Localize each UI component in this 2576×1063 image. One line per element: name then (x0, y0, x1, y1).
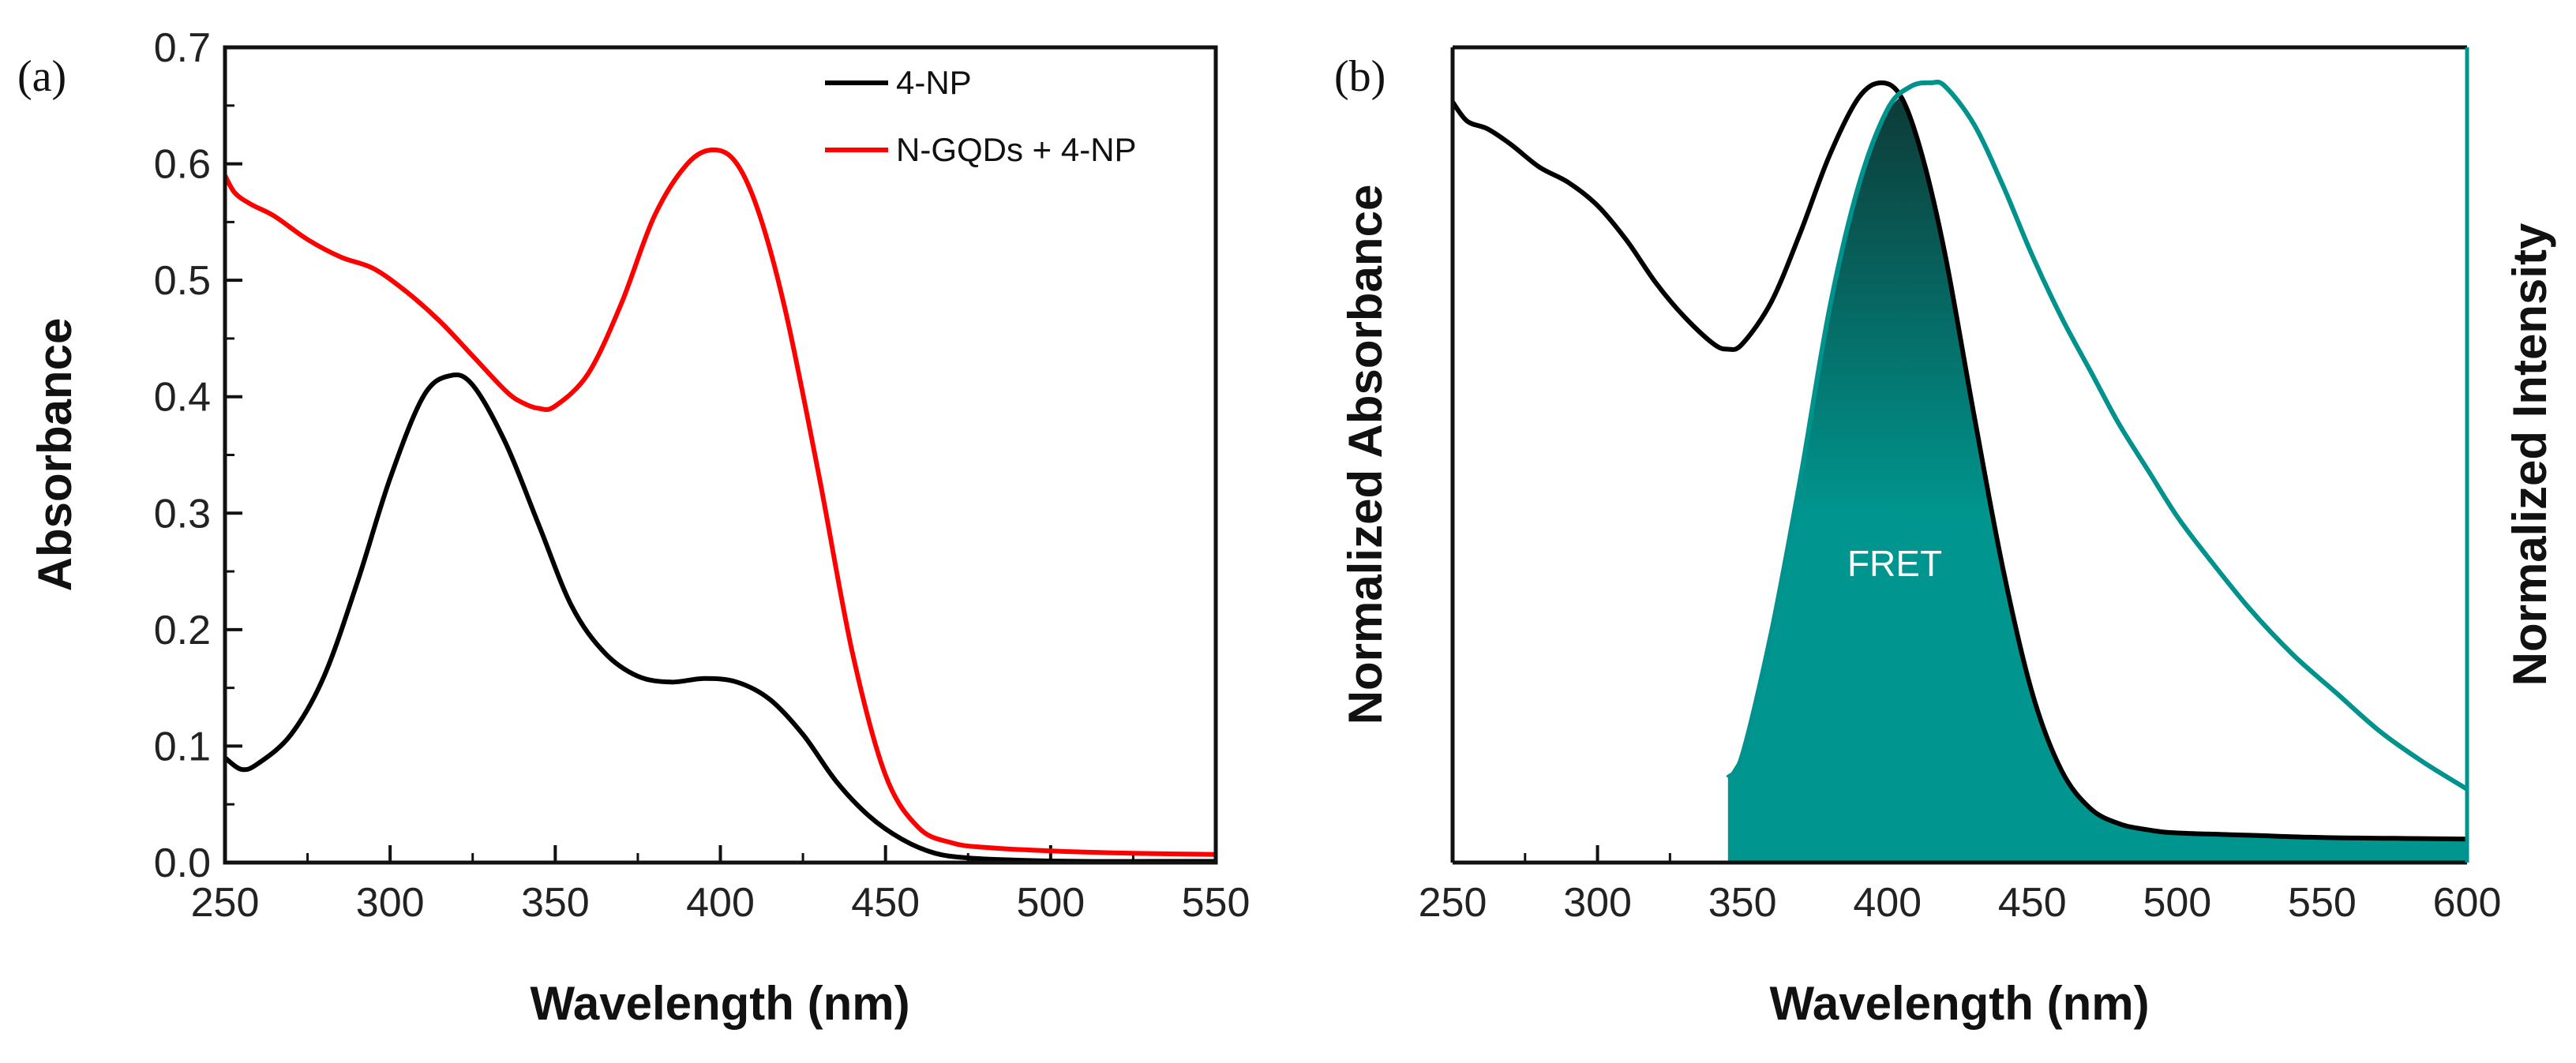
panel-a-xtick-label: 300 (356, 880, 425, 926)
panel-b: (b) 250 300 350 400 450 500 550 600 Wavelength … (1334, 45, 2556, 1030)
series-line-4np (225, 372, 1216, 863)
series-line-normalized-absorbance (1453, 80, 2467, 842)
panel-b-ylabel: Normalized Absorbance (1339, 185, 1392, 725)
panel-b-y2label: Normalized Intensity (2503, 223, 2556, 686)
panel-b-xtick-label: 450 (1998, 880, 2067, 926)
legend-label-ngqds-4np: N-GQDs + 4-NP (896, 131, 1137, 168)
series-line-normalized-intensity (1726, 79, 2467, 792)
panel-a: (a) 250 300 350 400 450 500 550 0.0 0.1 0.2 0.3 0.4… (17, 25, 1250, 1030)
panel-a-ylabel: Absorbance (28, 318, 81, 592)
panel-a-ytick-label: 0.4 (154, 375, 211, 421)
panel-b-series (1453, 79, 2467, 863)
panel-b-xtick-label: 600 (2433, 880, 2502, 926)
panel-a-ytick-label: 0.2 (154, 608, 211, 653)
panel-a-xtick-label: 400 (686, 880, 755, 926)
panel-a-ytick-label: 0.7 (154, 25, 211, 71)
panel-b-xtick-label: 550 (2288, 880, 2357, 926)
panel-a-frame (223, 45, 1218, 865)
panel-a-label: (a) (17, 52, 66, 101)
panel-b-xlabel: Wavelength (nm) (1769, 977, 2149, 1030)
panel-b-xtick-label: 400 (1853, 880, 1922, 926)
panel-a-ytick-label: 0.6 (154, 142, 211, 188)
panel-a-ticks: 250 300 350 400 450 500 550 0.0 0.1 0.2 0.3 0.4 0.5 0… (154, 25, 1251, 926)
panel-a-xtick-label: 550 (1182, 880, 1251, 926)
panel-a-ytick-label: 0.3 (154, 491, 211, 537)
panel-a-xtick-label: 250 (191, 880, 260, 926)
panel-a-series (225, 147, 1216, 863)
legend-label-4np: 4-NP (896, 64, 972, 101)
panel-b-ticks: 250 300 350 400 450 500 550 600 (1419, 845, 2502, 926)
fret-overlap-area (1727, 98, 2467, 863)
panel-b-xtick-label: 500 (2143, 880, 2211, 926)
panel-a-ytick-label: 0.1 (154, 724, 211, 769)
fret-annotation: FRET (1847, 543, 1942, 584)
panel-a-ytick-label: 0.0 (154, 840, 211, 886)
panel-b-xtick-label: 250 (1419, 880, 1487, 926)
panel-a-legend: 4-NP N-GQDs + 4-NP (825, 64, 1137, 168)
panel-a-xlabel: Wavelength (nm) (530, 977, 909, 1030)
panel-a-xtick-label: 450 (851, 880, 920, 926)
panel-b-label: (b) (1334, 52, 1385, 101)
panel-a-xtick-label: 350 (521, 880, 590, 926)
series-line-ngqds-4np (225, 147, 1216, 857)
panel-b-xtick-label: 300 (1563, 880, 1632, 926)
panel-b-xtick-label: 350 (1708, 880, 1777, 926)
panel-a-ytick-label: 0.5 (154, 258, 211, 304)
panel-a-xtick-label: 500 (1016, 880, 1085, 926)
